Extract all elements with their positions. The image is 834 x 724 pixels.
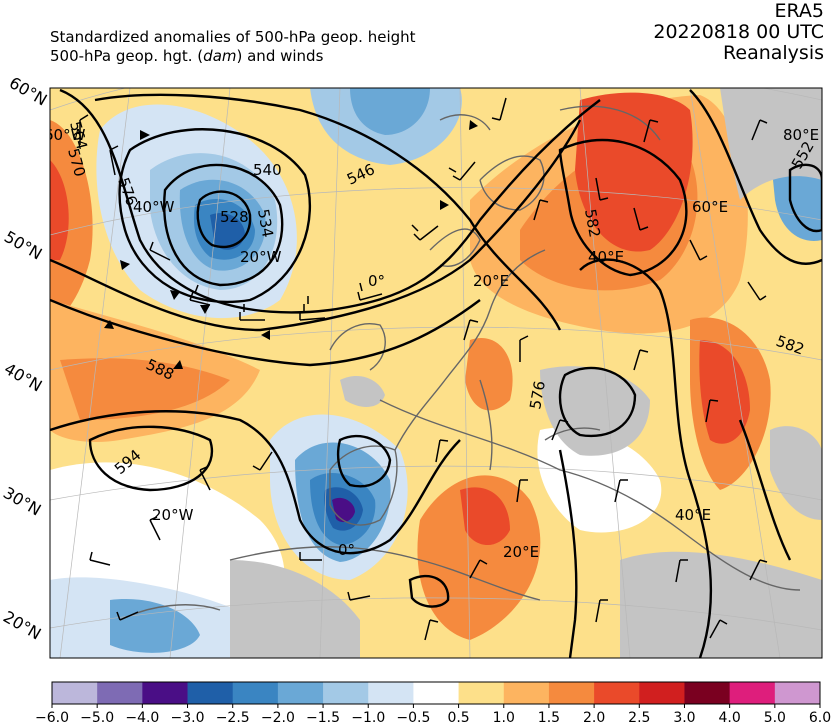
- colorbar-swatch: [413, 682, 460, 704]
- colorbar-tick-label: 0.5: [447, 710, 469, 724]
- contour-label: 528: [220, 208, 249, 226]
- strong-anomaly-west: [50, 160, 69, 260]
- title-line-2-pre: 500-hPa geop. hgt. (: [50, 47, 204, 65]
- contour-label: 534: [254, 208, 277, 239]
- map-title: Standardized anomalies of 500-hPa geop. …: [50, 28, 416, 66]
- lon-label: 20°E: [473, 272, 509, 290]
- strong-anomaly-east: [699, 340, 750, 444]
- map-panel: 564 570 576 540 546 528 534 582 588 594 …: [44, 88, 822, 658]
- lon-label: 60°W: [44, 126, 86, 144]
- colorbar-tick-label: 1.5: [538, 710, 560, 724]
- lat-label: 30°N: [0, 483, 44, 520]
- map-frame: [49, 87, 823, 659]
- contour-label: 582: [581, 208, 604, 239]
- strong-anomaly-scandinavia: [575, 92, 693, 252]
- title-line-1: Standardized anomalies of 500-hPa geop. …: [50, 28, 416, 46]
- colorbar-swatch: [684, 682, 731, 704]
- colorbar-swatch: [503, 682, 550, 704]
- positive-anomaly-atlantic-core: [60, 358, 230, 420]
- lon-label: 80°E: [783, 126, 819, 144]
- contour-label: 576: [526, 379, 549, 410]
- colorbar-tick-label: −5.0: [80, 710, 114, 724]
- colorbar-tick-label: 5.0: [764, 710, 786, 724]
- colorbar-tick-label: −2.0: [261, 710, 295, 724]
- colorbar-swatch: [232, 682, 279, 704]
- colorbar: −6.0 −5.0 −4.0 −3.0 −2.5 −2.0 −1.5 −1.0 −0.5 0.5 1…: [35, 681, 831, 724]
- masked-area-sahara-west: [230, 560, 360, 658]
- colorbar-tick-label: −4.0: [125, 710, 159, 724]
- colorbar-swatch: [52, 682, 98, 704]
- colorbar-swatch: [368, 682, 414, 704]
- colorbar-swatch: [458, 682, 505, 704]
- lon-label: 20°W: [152, 506, 194, 524]
- title-unit: dam: [203, 47, 237, 65]
- lon-label: 20°E: [503, 543, 539, 561]
- inner-graticule-labels: 60°W 40°W 20°W 0° 20°E 40°E 60°E 80°E 20…: [44, 126, 819, 561]
- colorbar-tick-label: −2.5: [216, 710, 250, 724]
- colorbar-tick-label: −1.5: [306, 710, 340, 724]
- colorbar-tick-label: 1.0: [493, 710, 515, 724]
- lon-label: 0°: [338, 541, 355, 559]
- neutral-area-middle-east: [537, 427, 662, 533]
- lon-label: 40°E: [675, 506, 711, 524]
- lat-label: 60°N: [6, 73, 50, 110]
- lat-label: 40°N: [1, 359, 45, 396]
- masked-area-southeast: [620, 551, 822, 658]
- source-label: ERA5: [774, 0, 824, 22]
- height-contours: [50, 88, 822, 658]
- colorbar-tick-label: −1.0: [351, 710, 385, 724]
- wind-flags: [104, 120, 478, 369]
- lat-label: 20°N: [0, 607, 44, 644]
- datetime-label: 20220818 00 UTC: [653, 21, 824, 43]
- colorbar-swatch: [774, 682, 821, 704]
- colorbar-tick-label: −6.0: [35, 710, 69, 724]
- colorbar-tick-label: −0.5: [396, 710, 430, 724]
- graticule: [50, 88, 822, 658]
- colorbar-swatch: [639, 682, 685, 704]
- lon-label: 40°E: [588, 248, 624, 266]
- colorbar-tick-label: 4.0: [719, 710, 741, 724]
- negative-anomaly-low-3: [210, 212, 245, 250]
- masked-area-iran: [770, 426, 822, 520]
- colorbar-swatch: [548, 682, 595, 704]
- colorbar-swatch: [729, 682, 776, 704]
- colorbar-swatch: [277, 682, 324, 704]
- contour-label: 540: [253, 161, 282, 179]
- lon-label: 60°E: [692, 198, 728, 216]
- colorbar-tick-label: 2.5: [628, 710, 650, 724]
- colorbar-swatch: [97, 682, 143, 704]
- masked-area-anatolia: [540, 366, 650, 456]
- negative-anomaly-south-core: [110, 599, 200, 653]
- title-line-2-post: ) and winds: [236, 47, 324, 65]
- strong-anomaly-africa: [460, 487, 510, 545]
- lon-label: 0°: [368, 272, 385, 290]
- colorbar-tick-label: 3.0: [673, 710, 695, 724]
- colorbar-swatch: [142, 682, 189, 704]
- masked-area-alps: [340, 375, 385, 407]
- latitude-labels: 60°N 50°N 40°N 30°N 20°N: [0, 73, 50, 644]
- lon-label: 20°W: [240, 248, 282, 266]
- lat-label: 50°N: [1, 227, 45, 264]
- colorbar-tick-label: 2.0: [583, 710, 605, 724]
- colorbar-tick-label: 6.0: [809, 710, 831, 724]
- wind-barbs: [79, 97, 768, 641]
- colorbar-swatch: [323, 682, 369, 704]
- colorbar-tick-label: −3.0: [171, 710, 205, 724]
- colorbar-frame: [51, 681, 821, 705]
- positive-anomaly-west: [50, 120, 93, 330]
- negative-anomaly-north-core: [350, 88, 430, 135]
- lon-label: 40°W: [133, 198, 175, 216]
- title-line-2: 500-hPa geop. hgt. (dam) and winds: [50, 47, 416, 66]
- colorbar-swatch: [594, 682, 640, 704]
- positive-anomaly-balkans: [465, 338, 513, 411]
- source-info: ERA5 20220818 00 UTC Reanalysis: [653, 1, 824, 64]
- product-label: Reanalysis: [723, 42, 824, 64]
- masked-area-northeast: [720, 88, 822, 200]
- colorbar-swatch: [187, 682, 234, 704]
